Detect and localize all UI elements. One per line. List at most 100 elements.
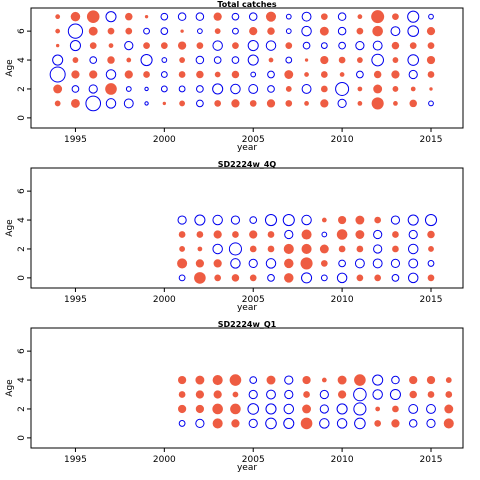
bubble-negative (353, 387, 367, 402)
bubble-positive (391, 41, 400, 50)
bubble-positive (301, 229, 312, 240)
bubble-positive (392, 231, 399, 238)
bubble-negative (140, 53, 153, 67)
bubble-positive (86, 10, 100, 23)
bubble-positive (337, 375, 347, 385)
bubble-positive (409, 375, 418, 385)
bubble-negative (301, 11, 312, 22)
bubble-positive (196, 70, 204, 79)
x-tick-label: 1995 (64, 135, 87, 145)
bubble-positive (283, 243, 294, 254)
bubble-positive (284, 258, 294, 269)
bubble-positive (249, 230, 258, 239)
bubble-negative (178, 420, 186, 427)
bubble-positive (266, 375, 276, 385)
bubble-positive (178, 41, 187, 50)
bubble-positive (392, 57, 399, 63)
bubble-negative (143, 27, 150, 35)
bubble-negative (284, 389, 294, 400)
bubble-negative (71, 85, 80, 93)
y-axis-label: Age (5, 59, 15, 77)
bubble-negative (250, 71, 257, 78)
bubble-positive (265, 11, 277, 22)
panel-title: SD2224w_4Q (218, 160, 277, 169)
bubble-positive (267, 231, 275, 238)
x-tick-label: 1995 (64, 455, 87, 465)
bubble-positive (231, 419, 240, 428)
bubble-negative (338, 41, 346, 50)
bubble-positive (320, 85, 328, 93)
bubble-negative (353, 402, 367, 416)
bubble-positive (320, 55, 329, 65)
bubble-positive (300, 257, 313, 270)
bubble-positive (71, 98, 80, 108)
bubble-negative (177, 12, 187, 21)
bubble-negative (248, 418, 258, 429)
bubble-positive (195, 259, 204, 268)
bubble-negative (407, 25, 420, 37)
bubble-positive (356, 245, 364, 253)
bubble-positive (304, 72, 309, 77)
bubble-negative (285, 13, 292, 20)
bubble-negative (391, 375, 400, 385)
bubble-positive (213, 12, 222, 21)
bubble-positive (177, 258, 188, 269)
bubble-positive (427, 71, 435, 78)
bubble-negative (284, 229, 294, 240)
bubble-negative (320, 42, 328, 49)
bubble-negative (195, 418, 205, 429)
bubble-positive (392, 13, 399, 21)
bubble-negative (85, 95, 102, 112)
bubble-positive (373, 84, 383, 94)
bubble-positive (356, 57, 363, 63)
bubble-negative (427, 260, 435, 267)
bubble-positive (178, 404, 187, 414)
bubble-negative (212, 243, 223, 255)
bubble-positive (284, 70, 294, 79)
y-tick-label: 0 (17, 115, 27, 121)
bubble-positive (319, 26, 329, 36)
bubble-positive (301, 243, 312, 254)
bubble-negative (88, 84, 98, 94)
bubble-negative (231, 56, 240, 64)
plot-frame (30, 167, 464, 289)
bubble-positive (285, 86, 292, 92)
bubble-negative (265, 40, 277, 51)
bubble-negative (355, 40, 365, 51)
bubble-negative (264, 213, 278, 227)
bubble-positive (357, 86, 363, 92)
bubble-positive (391, 70, 400, 79)
x-tick-label: 2000 (153, 135, 176, 145)
bubble-positive (338, 215, 347, 225)
bubble-positive (232, 231, 239, 238)
bubble-positive (321, 217, 327, 223)
bubble-positive (393, 101, 398, 106)
x-tick-label: 2010 (331, 295, 354, 305)
y-tick-label: 4 (17, 377, 27, 383)
bubble-negative (372, 40, 383, 51)
bubble-negative (161, 57, 168, 63)
bubble-positive (267, 27, 275, 35)
bubble-positive (71, 70, 80, 79)
axis-ticks: 1995 2000 2005 2010 2015 0 2 4 6 (17, 188, 442, 305)
bubble-negative (123, 98, 134, 109)
bubble-positive (144, 14, 149, 19)
bubble-negative (319, 418, 330, 429)
bubble-positive (444, 404, 454, 414)
bubble-positive (303, 391, 310, 398)
bubble-positive (54, 100, 61, 107)
bubble-negative (125, 86, 132, 92)
bubble-positive (107, 56, 115, 64)
bubble-positive (319, 244, 329, 254)
bubble-positive (230, 403, 241, 415)
bubble-positive (284, 273, 294, 283)
bubble-negative (105, 11, 117, 23)
bubble-positive (285, 42, 293, 49)
bubble-positive (372, 25, 383, 37)
bubble-positive (249, 245, 257, 253)
bubble-negative (428, 100, 434, 107)
bubble-positive (196, 231, 204, 238)
bubble-positive (267, 245, 275, 253)
bubble-negative (230, 83, 241, 95)
